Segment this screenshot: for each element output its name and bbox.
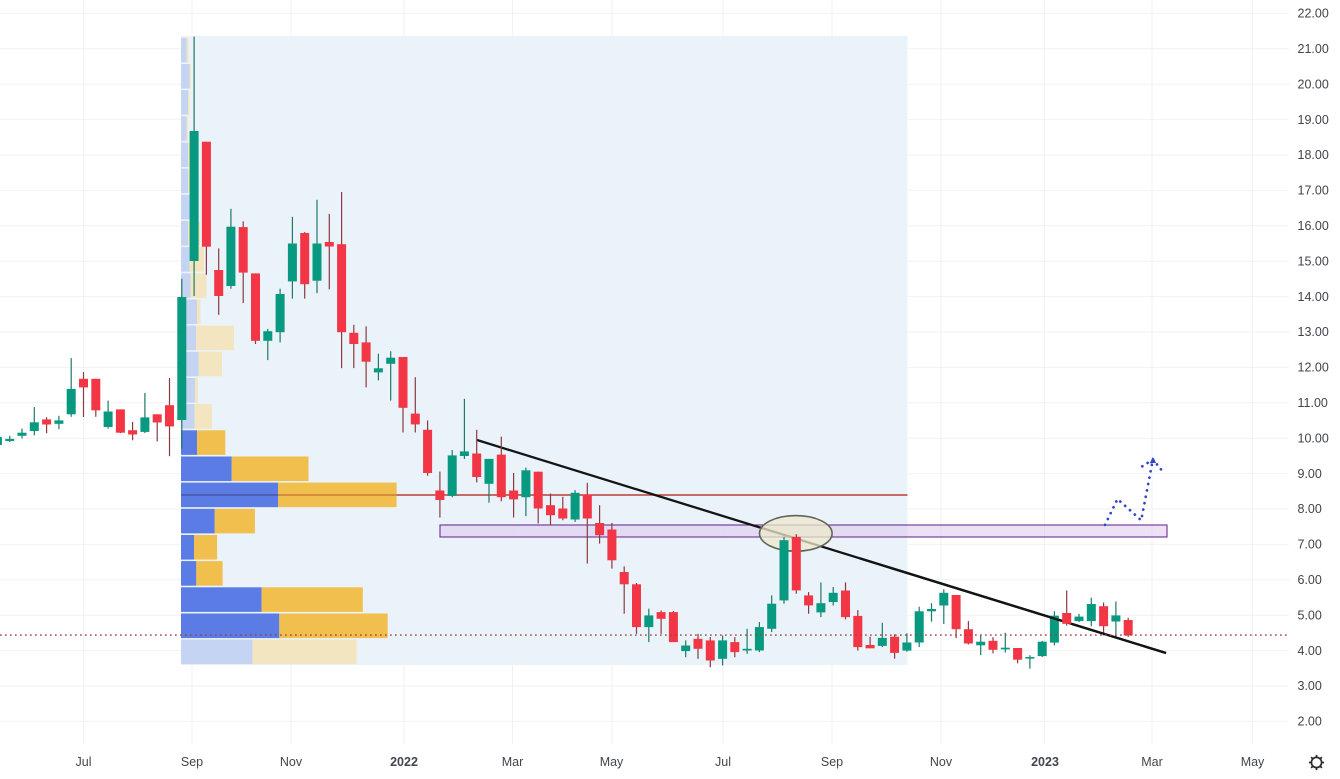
svg-text:19.00: 19.00 [1298, 113, 1329, 127]
svg-text:Sep: Sep [181, 755, 203, 769]
svg-text:2.00: 2.00 [1298, 715, 1322, 729]
svg-text:2023: 2023 [1031, 755, 1059, 769]
svg-text:Mar: Mar [502, 755, 524, 769]
svg-text:22.00: 22.00 [1298, 7, 1329, 21]
svg-text:2022: 2022 [390, 755, 418, 769]
svg-text:4.00: 4.00 [1298, 644, 1322, 658]
svg-text:Nov: Nov [930, 755, 953, 769]
svg-text:May: May [1241, 755, 1265, 769]
svg-text:14.00: 14.00 [1298, 290, 1329, 304]
svg-text:Jul: Jul [76, 755, 92, 769]
svg-text:21.00: 21.00 [1298, 42, 1329, 56]
svg-text:15.00: 15.00 [1298, 254, 1329, 268]
svg-text:16.00: 16.00 [1298, 219, 1329, 233]
svg-text:18.00: 18.00 [1298, 148, 1329, 162]
svg-text:Jul: Jul [715, 755, 731, 769]
svg-text:7.00: 7.00 [1298, 538, 1322, 552]
svg-text:Sep: Sep [821, 755, 843, 769]
svg-text:8.00: 8.00 [1298, 502, 1322, 516]
svg-text:May: May [600, 755, 624, 769]
svg-text:6.00: 6.00 [1298, 573, 1322, 587]
svg-text:10.00: 10.00 [1298, 431, 1329, 445]
svg-text:11.00: 11.00 [1298, 396, 1328, 410]
svg-text:17.00: 17.00 [1298, 184, 1329, 198]
svg-text:Nov: Nov [280, 755, 303, 769]
svg-text:5.00: 5.00 [1298, 608, 1322, 622]
svg-text:3.00: 3.00 [1298, 679, 1322, 693]
svg-text:9.00: 9.00 [1298, 467, 1322, 481]
svg-text:12.00: 12.00 [1298, 361, 1329, 375]
svg-text:13.00: 13.00 [1298, 325, 1329, 339]
svg-text:20.00: 20.00 [1298, 77, 1329, 91]
svg-text:Mar: Mar [1141, 755, 1163, 769]
